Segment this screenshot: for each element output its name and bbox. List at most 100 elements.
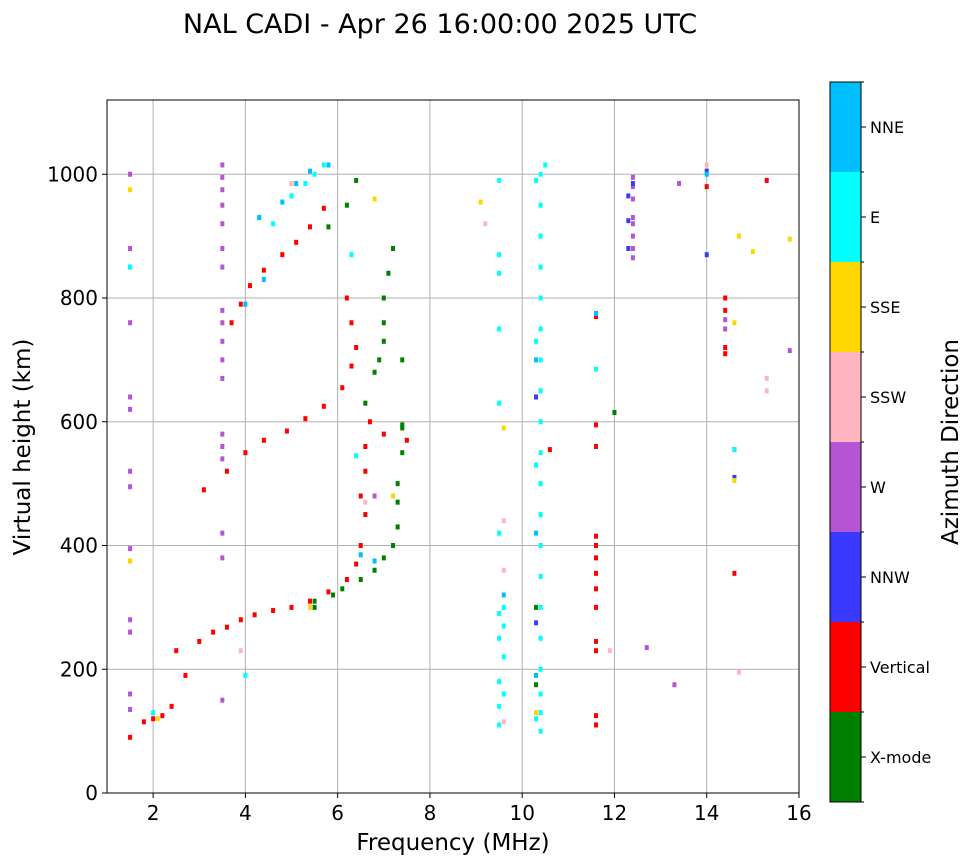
point-w xyxy=(128,320,133,326)
point-vertical xyxy=(169,703,174,709)
y-tick-label: 600 xyxy=(60,410,98,434)
point-vertical xyxy=(224,468,229,474)
point-x-mode xyxy=(381,338,386,344)
point-w xyxy=(128,617,133,623)
point-w xyxy=(220,307,225,313)
point-vertical xyxy=(358,493,363,499)
point-vertical xyxy=(363,512,368,518)
point-nne xyxy=(243,301,248,307)
colorbar-tick-label: SSE xyxy=(870,298,900,317)
point-w xyxy=(630,255,635,261)
point-nnw xyxy=(626,246,631,251)
colorbar-frame xyxy=(829,81,862,803)
point-nnw xyxy=(534,394,539,400)
point-vertical xyxy=(261,437,266,443)
point-e xyxy=(501,654,506,660)
point-ssw xyxy=(289,181,294,187)
point-sse xyxy=(732,478,737,484)
point-e xyxy=(349,252,354,258)
point-w xyxy=(220,530,225,536)
point-vertical xyxy=(723,295,728,301)
point-x-mode xyxy=(534,604,539,610)
colorbar-tick-label: NNW xyxy=(870,568,910,587)
point-e xyxy=(534,177,539,183)
point-vertical xyxy=(594,422,599,428)
point-w xyxy=(220,697,225,703)
point-e xyxy=(538,171,543,177)
point-vertical xyxy=(547,447,552,453)
point-x-mode xyxy=(395,499,400,505)
point-vertical xyxy=(294,239,299,245)
y-tick-label: 200 xyxy=(60,657,98,681)
point-sse xyxy=(732,320,737,326)
point-e xyxy=(501,691,506,697)
point-x-mode xyxy=(400,422,405,428)
point-e xyxy=(538,691,543,697)
point-vertical xyxy=(404,437,409,443)
point-vertical xyxy=(704,184,709,190)
point-vertical xyxy=(326,589,331,595)
point-nne xyxy=(372,558,377,564)
point-w xyxy=(128,546,133,552)
x-tick-label: 16 xyxy=(786,801,811,825)
point-e xyxy=(497,611,502,617)
colorbar-swatch-ssw xyxy=(830,352,861,442)
point-w xyxy=(630,221,635,227)
point-ssw xyxy=(483,221,488,227)
y-tick-label: 0 xyxy=(85,781,98,805)
point-vertical xyxy=(363,468,368,474)
point-vertical xyxy=(349,320,354,326)
point-e xyxy=(243,672,248,678)
point-e xyxy=(538,202,543,208)
point-w xyxy=(630,233,635,239)
point-vertical xyxy=(307,598,312,604)
point-e xyxy=(151,710,156,716)
point-nne xyxy=(294,181,299,187)
point-x-mode xyxy=(391,246,396,251)
point-e xyxy=(538,295,543,301)
point-vertical xyxy=(723,345,728,350)
colorbar-swatch-nnw xyxy=(830,532,861,622)
point-e xyxy=(538,604,543,610)
point-e xyxy=(732,447,737,453)
point-w xyxy=(128,629,133,635)
point-x-mode xyxy=(358,577,363,583)
colorbar-swatch-sse xyxy=(830,262,861,352)
x-tick-label: 8 xyxy=(424,801,437,825)
point-w xyxy=(630,174,635,180)
point-vertical xyxy=(594,533,599,539)
point-ssw xyxy=(704,162,709,168)
point-e xyxy=(497,252,502,258)
point-vertical xyxy=(160,713,165,719)
point-e xyxy=(312,171,317,177)
point-ssw xyxy=(764,388,769,394)
y-axis-ticks: 0 200 400 600 800 1000 xyxy=(47,162,107,805)
point-e xyxy=(534,716,539,722)
point-vertical xyxy=(367,419,372,425)
point-nne xyxy=(261,276,266,282)
point-vertical xyxy=(229,320,234,326)
point-w xyxy=(672,682,677,688)
point-vertical xyxy=(732,570,737,576)
point-e xyxy=(534,462,539,468)
point-vertical xyxy=(349,363,354,369)
point-x-mode xyxy=(386,270,391,276)
point-x-mode xyxy=(372,369,377,375)
point-vertical xyxy=(197,638,202,644)
point-vertical xyxy=(252,612,257,618)
point-vertical xyxy=(238,301,243,307)
point-x-mode xyxy=(391,543,396,548)
point-vertical xyxy=(594,713,599,719)
point-sse xyxy=(391,493,396,499)
point-nne xyxy=(704,171,709,177)
point-vertical xyxy=(594,604,599,610)
point-w xyxy=(644,645,649,651)
point-w xyxy=(220,187,225,193)
point-w xyxy=(128,171,133,177)
point-vertical xyxy=(723,307,728,313)
colorbar-tick-label: W xyxy=(870,478,886,497)
point-e xyxy=(538,710,543,716)
point-w xyxy=(787,348,792,354)
point-ssw xyxy=(764,375,769,381)
point-sse xyxy=(750,249,755,255)
